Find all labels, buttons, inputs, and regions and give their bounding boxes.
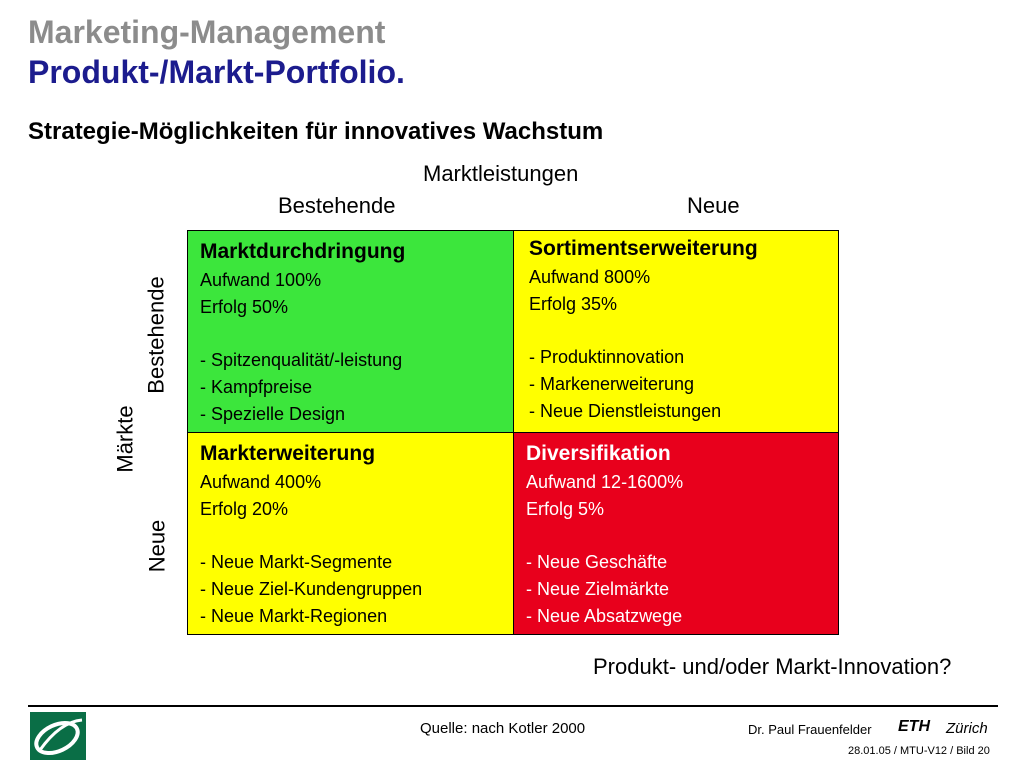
cell-success: Erfolg 35% [529,294,618,314]
cell-effort: Aufwand 400% [200,472,322,492]
axis-label-maerkte: Märkte [113,405,138,473]
cell-effort: Aufwand 100% [200,270,322,290]
axis-label-maerkte-wrap: Märkte [76,405,176,472]
innovation-question: Produkt- und/oder Markt-Innovation? [593,654,952,679]
cell-item: - Neue Markt-Segmente [200,552,393,572]
cell-title: Marktdurchdringung [200,240,406,263]
cell-effort: Aufwand 800% [529,267,651,287]
slide-title-line2: Produkt-/Markt-Portfolio. [28,54,405,90]
cell-success: Erfolg 20% [200,499,289,519]
cell-item: - Kampfpreise [200,377,313,397]
slide-title-line1: Marketing-Management [28,14,386,50]
cell-title: Markterweiterung [200,442,376,465]
slide-reference: 28.01.05 / MTU-V12 / Bild 20 [848,745,990,757]
cell-title: Sortimentserweiterung [529,237,758,260]
slide-subtitle: Strategie-Möglichkeiten für innovatives … [28,118,604,145]
cell-item: - Neue Geschäfte [526,552,668,572]
zurich-wordmark: Zürich [946,720,988,737]
source-note: Quelle: nach Kotler 2000 [420,720,586,737]
cell-item: - Markenerweiterung [529,374,695,394]
row-label-neue: Neue [144,519,169,573]
cell-success: Erfolg 5% [526,499,605,519]
cell-marktdurchdringung: Marktdurchdringung Aufwand 100% Erfolg 5… [187,230,514,433]
cell-item: - Neue Dienstleistungen [529,401,722,421]
column-label-neue: Neue [687,193,740,218]
cell-item: - Neue Zielmärkte [526,579,670,599]
cell-sortimentserweiterung: Sortimentserweiterung Aufwand 800% Erfol… [513,230,839,433]
cell-item: - Spitzenqualität/-leistung [200,350,403,370]
cell-effort: Aufwand 12-1600% [526,472,684,492]
cell-item: - Neue Absatzwege [526,606,683,626]
eth-wordmark: ETH [898,718,930,735]
axis-label-marktleistungen: Marktleistungen [423,161,579,186]
cell-item: - Produktinnovation [529,347,685,367]
cell-diversifikation: Diversifikation Aufwand 12-1600% Erfolg … [513,432,839,635]
cell-item: - Neue Markt-Regionen [200,606,388,626]
cell-item: - Neue Ziel-Kundengruppen [200,579,423,599]
author-name: Dr. Paul Frauenfelder [748,722,872,737]
cell-title: Diversifikation [526,442,671,465]
column-label-bestehende: Bestehende [278,193,396,218]
cell-markterweiterung: Markterweiterung Aufwand 400% Erfolg 20%… [187,432,514,635]
cell-success: Erfolg 50% [200,297,289,317]
footer-divider [28,705,998,707]
eth-swoosh-logo-icon [30,712,86,760]
cell-item: - Spezielle Design [200,404,346,424]
row-label-bestehende: Bestehende [144,276,169,394]
row-label-neue-wrap: Neue [117,520,197,573]
